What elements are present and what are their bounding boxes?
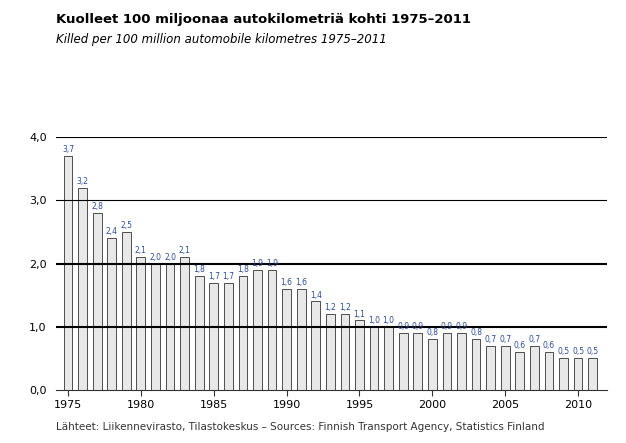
Bar <box>559 358 568 390</box>
Text: 1,7: 1,7 <box>208 272 220 280</box>
Bar <box>588 358 597 390</box>
Text: Kuolleet 100 miljoonaa autokilometriä kohti 1975–2011: Kuolleet 100 miljoonaa autokilometriä ko… <box>56 13 471 26</box>
Bar <box>501 346 510 390</box>
Text: 1,9: 1,9 <box>266 259 278 268</box>
Text: 0,5: 0,5 <box>587 347 598 356</box>
Bar <box>151 264 160 390</box>
Bar <box>370 327 378 390</box>
Text: 1,6: 1,6 <box>295 278 307 287</box>
Bar <box>486 346 495 390</box>
Bar <box>224 283 233 390</box>
Text: 3,7: 3,7 <box>62 145 74 154</box>
Bar <box>413 333 422 390</box>
Text: 2,5: 2,5 <box>120 221 132 230</box>
Bar <box>64 156 73 390</box>
Text: 2,4: 2,4 <box>106 227 118 237</box>
Text: 0,9: 0,9 <box>456 322 468 331</box>
Text: 1,7: 1,7 <box>222 272 234 280</box>
Bar <box>136 257 145 390</box>
Bar <box>311 302 320 390</box>
Bar <box>515 352 524 390</box>
Text: 1,0: 1,0 <box>368 316 380 325</box>
Bar <box>253 270 262 390</box>
Text: 0,6: 0,6 <box>514 341 526 350</box>
Bar <box>195 276 203 390</box>
Text: 0,9: 0,9 <box>397 322 409 331</box>
Text: Lähteet: Liikennevirasto, Tilastokeskus – Sources: Finnish Transport Agency, Sta: Lähteet: Liikennevirasto, Tilastokeskus … <box>56 422 545 432</box>
Bar <box>471 339 480 390</box>
Bar <box>78 188 87 390</box>
Bar <box>107 238 116 390</box>
Bar <box>93 213 101 390</box>
Text: 0,7: 0,7 <box>499 335 511 344</box>
Text: Killed per 100 million automobile kilometres 1975–2011: Killed per 100 million automobile kilome… <box>56 33 387 46</box>
Bar <box>282 289 291 390</box>
Text: 1,4: 1,4 <box>310 291 322 299</box>
Bar <box>355 320 364 390</box>
Bar <box>297 289 305 390</box>
Text: 0,5: 0,5 <box>557 347 570 356</box>
Text: 0,8: 0,8 <box>426 328 438 338</box>
Text: 2,0: 2,0 <box>164 253 176 262</box>
Text: 2,0: 2,0 <box>150 253 162 262</box>
Text: 1,1: 1,1 <box>354 310 366 319</box>
Text: 1,9: 1,9 <box>252 259 264 268</box>
Text: 1,0: 1,0 <box>382 316 394 325</box>
Text: 2,1: 2,1 <box>178 246 190 255</box>
Text: 2,8: 2,8 <box>91 202 103 211</box>
Bar <box>384 327 393 390</box>
Bar <box>399 333 408 390</box>
Bar <box>530 346 539 390</box>
Text: 0,5: 0,5 <box>572 347 584 356</box>
Text: 1,6: 1,6 <box>280 278 292 287</box>
Text: 1,2: 1,2 <box>339 303 351 312</box>
Bar <box>443 333 451 390</box>
Bar <box>180 257 189 390</box>
Text: 0,6: 0,6 <box>543 341 555 350</box>
Text: 0,8: 0,8 <box>470 328 482 338</box>
Text: 1,2: 1,2 <box>324 303 336 312</box>
Bar <box>209 283 218 390</box>
Text: 0,9: 0,9 <box>441 322 453 331</box>
Text: 1,8: 1,8 <box>237 265 249 274</box>
Text: 0,7: 0,7 <box>485 335 496 344</box>
Text: 1,8: 1,8 <box>193 265 205 274</box>
Bar <box>428 339 437 390</box>
Text: 3,2: 3,2 <box>76 177 88 186</box>
Bar <box>268 270 277 390</box>
Bar <box>341 314 349 390</box>
Bar <box>326 314 335 390</box>
Text: 0,9: 0,9 <box>412 322 424 331</box>
Bar <box>457 333 466 390</box>
Bar <box>545 352 553 390</box>
Bar <box>166 264 175 390</box>
Bar <box>122 232 131 390</box>
Text: 0,7: 0,7 <box>528 335 540 344</box>
Bar <box>573 358 582 390</box>
Text: 2,1: 2,1 <box>135 246 147 255</box>
Bar <box>239 276 247 390</box>
